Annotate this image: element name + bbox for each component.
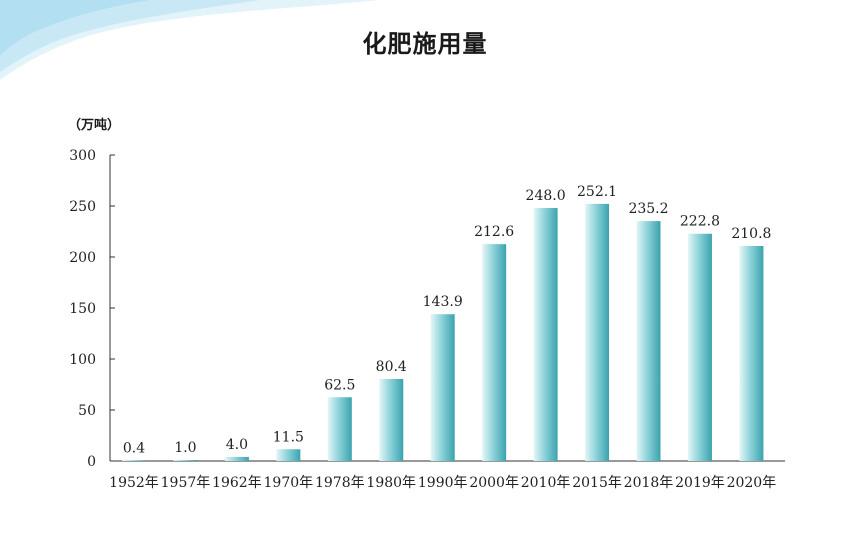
x-tick-label: 2015年	[572, 475, 622, 491]
x-tick-label: 1970年	[264, 475, 314, 491]
bar-2015年	[585, 203, 610, 461]
y-tick-label: 100	[69, 352, 96, 368]
chart-title: 化肥施用量	[362, 30, 488, 58]
bar-1970年	[276, 449, 301, 461]
x-tick-label: 2000年	[469, 475, 519, 491]
bar-2000年	[482, 244, 507, 461]
bar-1952年	[122, 460, 146, 461]
x-tick-label: 2020年	[727, 475, 777, 491]
x-tick-label: 1957年	[161, 475, 211, 491]
bar-value-label: 0.4	[123, 441, 145, 457]
x-tick-label: 1952年	[109, 475, 159, 491]
x-tick-label: 1990年	[418, 475, 468, 491]
bar-value-label: 11.5	[273, 429, 304, 445]
bar-value-label: 1.0	[174, 440, 196, 456]
bar-2019年	[687, 233, 712, 461]
bar-2018年	[636, 221, 661, 461]
y-tick-label: 50	[78, 403, 96, 419]
x-tick-label: 2019年	[675, 475, 725, 491]
bar-2010年	[533, 208, 558, 461]
y-tick-label: 300	[69, 148, 96, 164]
bar-value-label: 248.0	[526, 188, 566, 204]
bar-1990年	[430, 314, 455, 461]
x-tick-label: 2018年	[624, 475, 674, 491]
y-tick-label: 200	[69, 250, 96, 266]
bar-value-label: 235.2	[628, 201, 668, 217]
bar-value-label: 252.1	[577, 184, 617, 200]
bar-value-label: 62.5	[324, 377, 355, 393]
bar-value-label: 222.8	[680, 214, 720, 230]
bar-value-label: 212.6	[474, 224, 514, 240]
y-tick-label: 0	[87, 454, 96, 470]
bar-1978年	[327, 397, 352, 461]
bar-value-label: 210.8	[731, 226, 771, 242]
bar-1957年	[173, 459, 198, 461]
bar-value-label: 80.4	[376, 359, 407, 375]
y-axis-unit-label: （万吨）	[68, 118, 121, 133]
bar-2020年	[739, 245, 764, 461]
x-tick-label: 2010年	[521, 475, 571, 491]
y-tick-label: 150	[69, 301, 96, 317]
bar-1980年	[379, 378, 404, 461]
bar-value-label: 4.0	[226, 437, 248, 453]
x-tick-label: 1980年	[366, 475, 416, 491]
y-tick-label: 250	[69, 199, 96, 215]
bar-value-label: 143.9	[423, 294, 463, 310]
bar-1962年	[224, 456, 249, 461]
x-tick-label: 1962年	[212, 475, 262, 491]
x-tick-label: 1978年	[315, 475, 365, 491]
